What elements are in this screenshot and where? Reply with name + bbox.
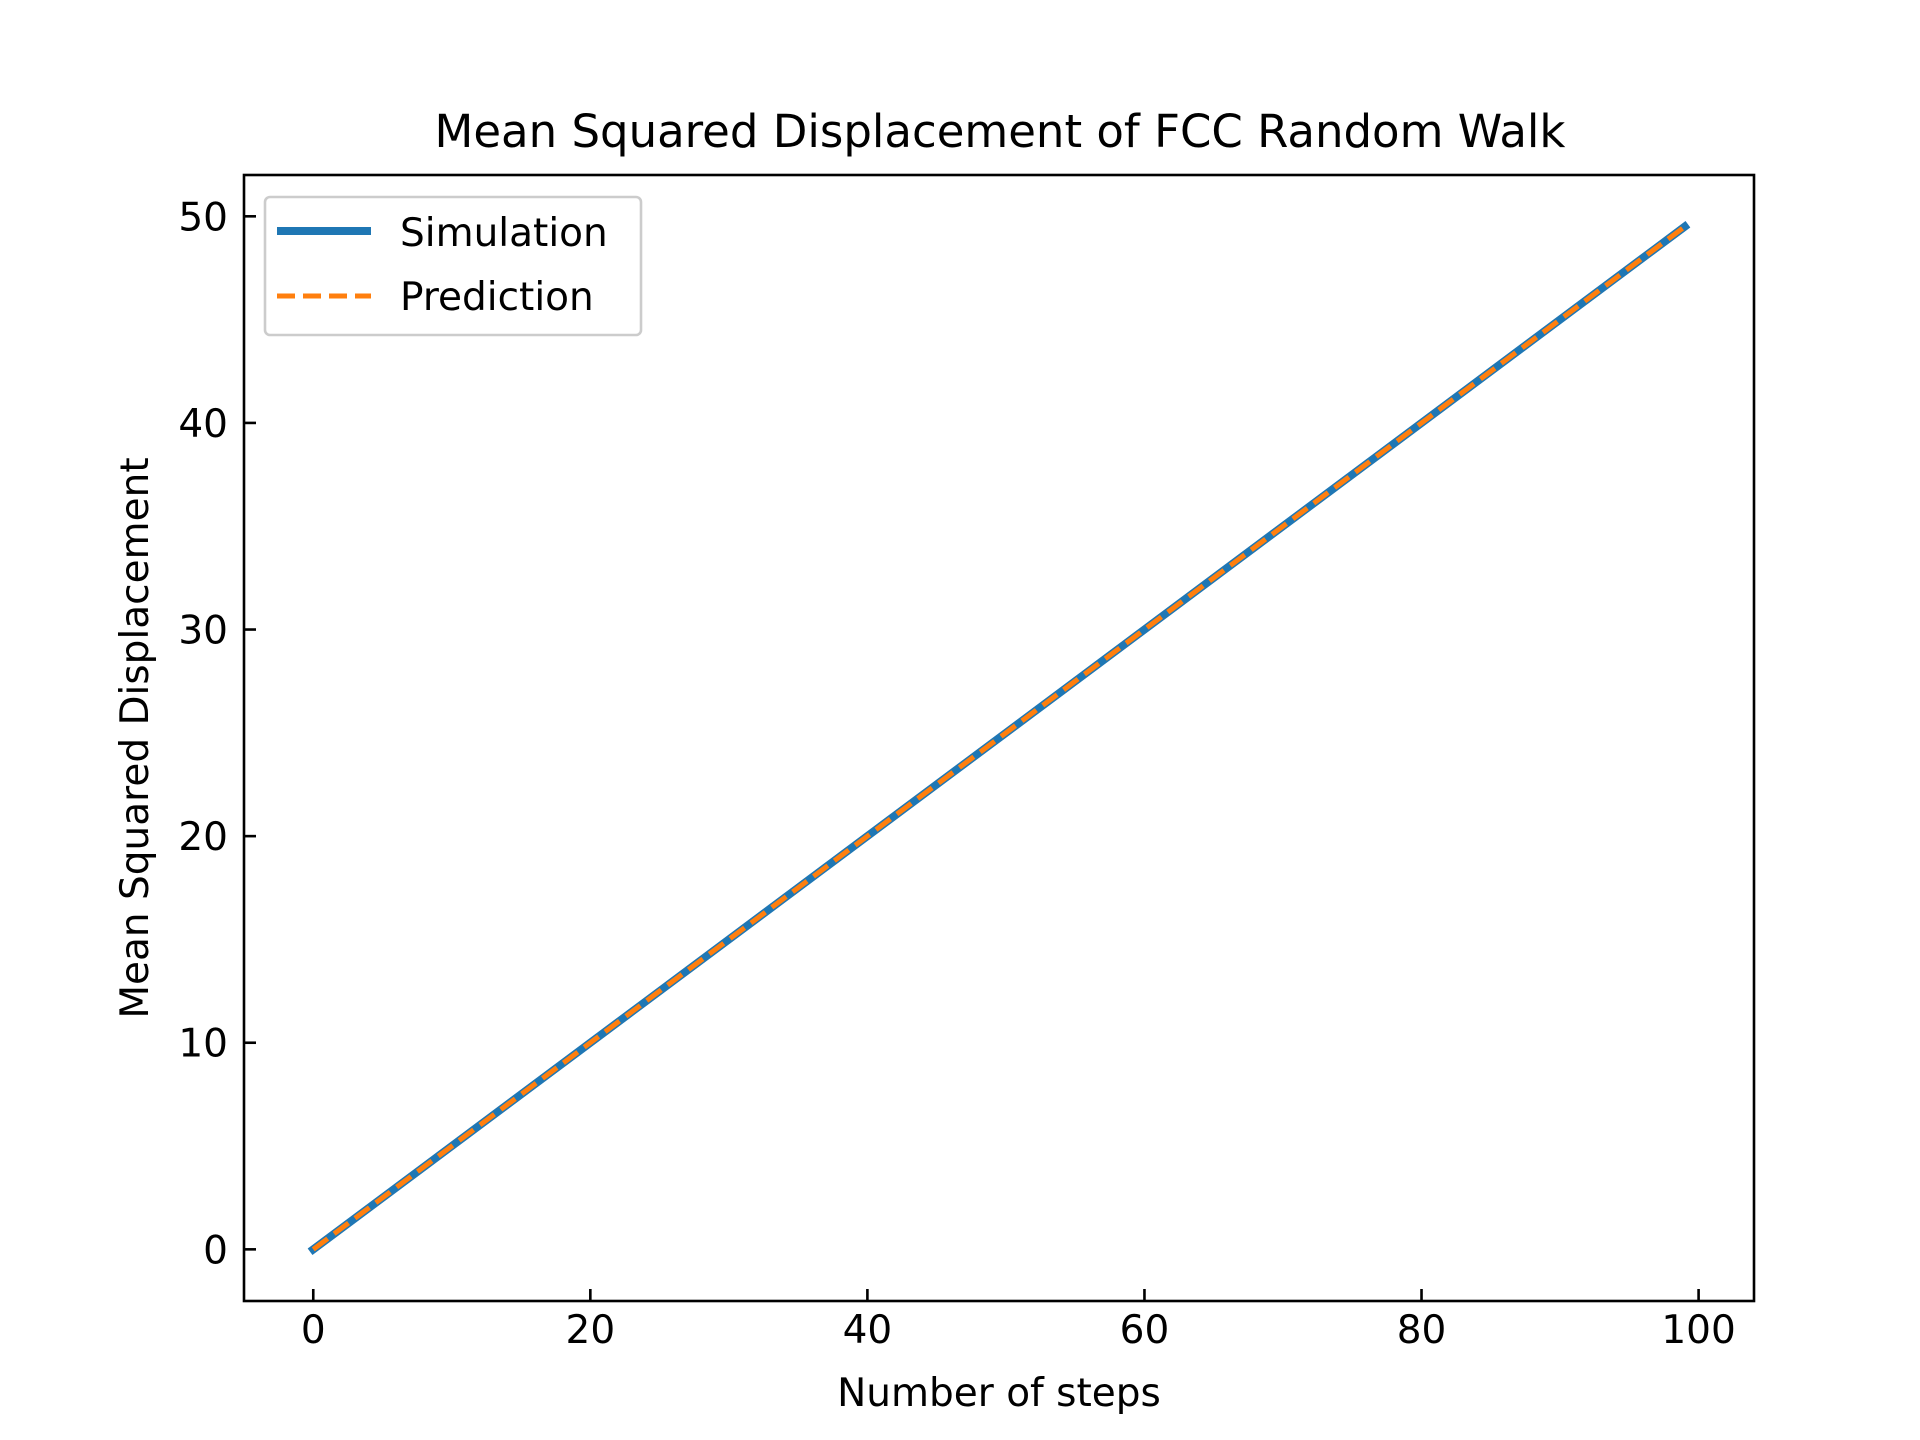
series-line-simulation [307, 221, 1691, 1255]
legend-label-simulation: Simulation [400, 211, 608, 256]
x-tick-label: 60 [1120, 1308, 1170, 1353]
chart-title: Mean Squared Displacement of FCC Random … [435, 105, 1566, 158]
ticks-layer: 0 20 40 60 80 100 0 10 20 30 40 50 [178, 195, 1735, 1353]
x-tick-label: 40 [843, 1308, 893, 1353]
x-axis-label: Number of steps [837, 1371, 1161, 1416]
y-tick-label: 50 [178, 195, 228, 240]
x-tick-label: 100 [1661, 1308, 1735, 1353]
y-axis-label: Mean Squared Displacement [113, 457, 158, 1018]
legend[interactable]: Simulation Prediction [263, 195, 643, 337]
y-tick-label: 20 [178, 815, 228, 860]
x-tick-label: 20 [566, 1308, 616, 1353]
legend-label-prediction: Prediction [400, 275, 594, 320]
x-tick-label: 0 [301, 1308, 326, 1353]
series-layer [307, 221, 1691, 1255]
x-tick-label: 80 [1397, 1308, 1447, 1353]
y-tick-label: 0 [203, 1228, 228, 1273]
y-tick-label: 10 [178, 1022, 228, 1067]
plot-frame [242, 173, 1756, 1303]
y-tick-label: 40 [178, 402, 228, 447]
y-tick-label: 30 [178, 609, 228, 654]
